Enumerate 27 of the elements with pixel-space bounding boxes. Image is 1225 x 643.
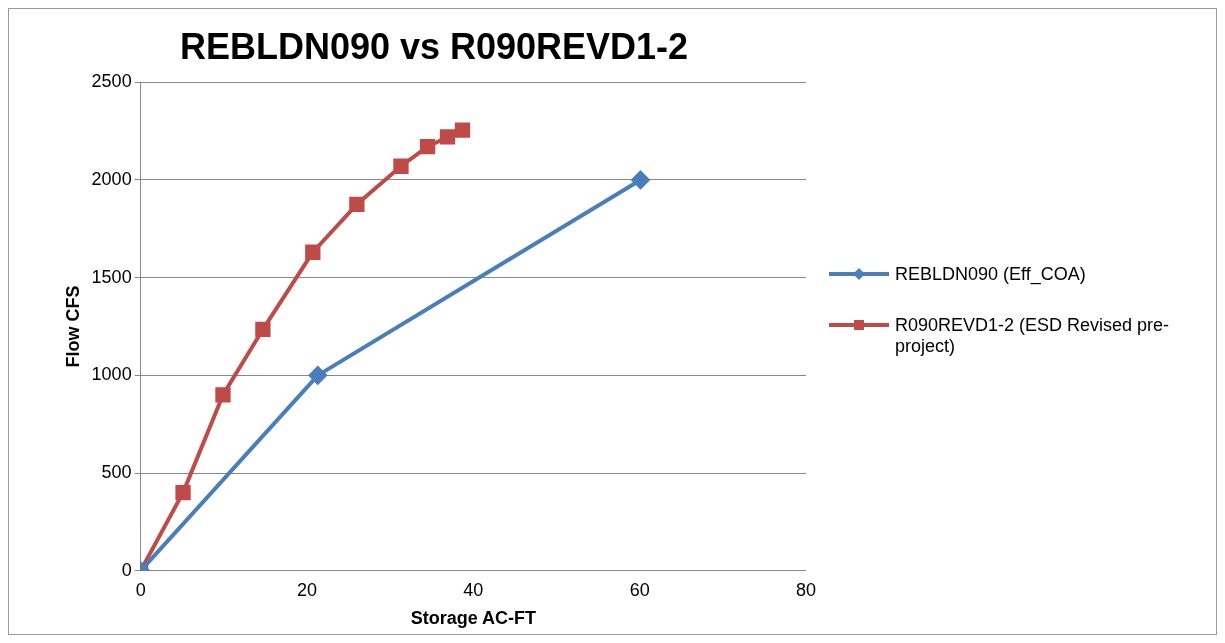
x-tick-label: 60	[629, 579, 650, 600]
point	[215, 387, 231, 403]
y-axis-title: Flow CFS	[62, 285, 83, 368]
point	[393, 158, 409, 174]
point	[308, 366, 327, 385]
point	[175, 484, 191, 501]
chart-title: REBLDN090 vs R090REVD1-2	[179, 25, 689, 67]
point	[454, 122, 471, 138]
point	[419, 139, 436, 155]
point	[305, 244, 321, 260]
x-axis-title: Storage AC-FT	[410, 608, 536, 629]
point	[255, 321, 271, 338]
y-tick-label: 0	[121, 559, 132, 580]
point	[631, 170, 650, 189]
legend-label: R090REVD1-2 (ESD Revised pre-project)	[895, 315, 1171, 357]
y-tick-label: 2500	[91, 71, 132, 92]
point	[349, 196, 365, 213]
y-tick-label: 2000	[91, 168, 132, 189]
x-tick-label: 0	[135, 579, 146, 600]
legend-label: REBLDN090 (Eff_COA)	[895, 264, 1086, 285]
x-tick-label: 80	[795, 579, 816, 600]
y-tick-label: 1500	[91, 266, 132, 287]
point	[439, 129, 456, 145]
x-tick-label: 40	[463, 579, 484, 600]
y-tick-label: 500	[101, 462, 132, 483]
y-tick-label: 1000	[91, 364, 132, 385]
x-tick-label: 20	[296, 579, 317, 600]
